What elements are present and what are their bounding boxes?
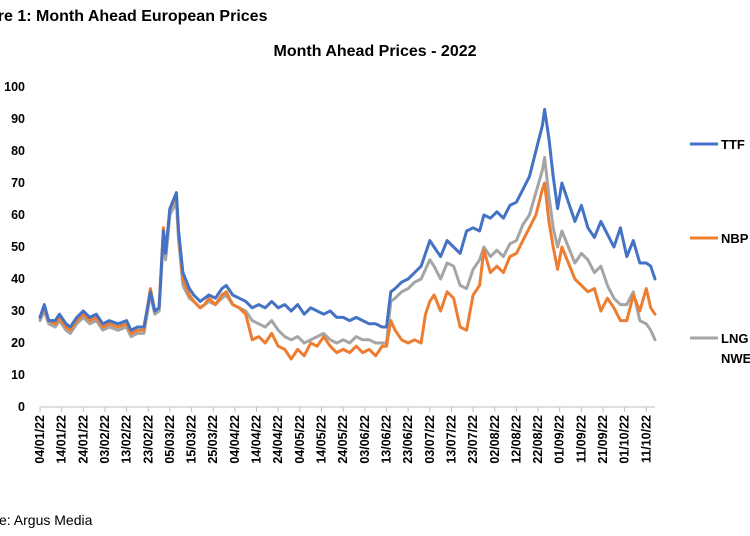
y-tick-label: 70	[11, 176, 25, 190]
x-tick-label: 23/02/22	[141, 415, 155, 464]
x-tick-label: 14/04/22	[250, 415, 264, 464]
x-tick-label: 14/05/22	[315, 415, 329, 464]
y-tick-label: 100	[4, 80, 25, 94]
y-tick-label: 30	[11, 304, 25, 318]
x-tick-label: 04/04/22	[228, 415, 242, 464]
x-tick-label: 11/10/22	[639, 415, 653, 463]
y-axis: 0 10 20 30 40 50 60 70 80 90 100	[4, 80, 25, 414]
x-tick-label: 15/03/22	[185, 415, 199, 464]
x-tick-label: 12/08/22	[509, 415, 523, 464]
x-tick-label: 24/04/22	[271, 415, 285, 464]
legend-label-nbp: NBP	[721, 231, 749, 246]
y-tick-label: 0	[18, 400, 25, 414]
chart-title: Month Ahead Prices - 2022	[273, 43, 476, 60]
x-tick-label: 11/09/22	[574, 415, 588, 463]
x-axis: 04/01/22 14/01/22 24/01/22 03/02/22 13/02/22…	[33, 406, 655, 464]
plot-area	[38, 107, 657, 361]
x-tick-label: 24/05/22	[336, 415, 350, 464]
legend-label-lng-nwe: NWE	[721, 351, 750, 366]
y-tick-label: 80	[11, 144, 25, 158]
legend-label-lng-nwe: LNG	[721, 331, 748, 346]
x-tick-label: 01/10/22	[618, 415, 632, 464]
x-tick-label: 21/09/22	[596, 415, 610, 464]
x-tick-label: 23/06/22	[401, 415, 415, 464]
series-line-ttf	[38, 107, 657, 332]
legend: TTF NBP LNG NWE	[690, 137, 750, 366]
x-tick-label: 01/09/22	[553, 415, 567, 464]
x-tick-label: 03/02/22	[98, 415, 112, 464]
figure-caption: ure 1: Month Ahead European Prices	[0, 8, 268, 25]
y-tick-label: 40	[11, 272, 25, 286]
y-tick-label: 50	[11, 240, 25, 254]
x-tick-label: 13/07/22	[444, 415, 458, 464]
x-tick-label: 25/03/22	[206, 415, 220, 464]
y-tick-label: 60	[11, 208, 25, 222]
x-tick-label: 23/07/22	[466, 415, 480, 464]
y-tick-label: 90	[11, 112, 25, 126]
source-note: ce: Argus Media	[0, 512, 93, 528]
x-tick-label: 05/03/22	[163, 415, 177, 464]
x-tick-label: 22/08/22	[531, 415, 545, 464]
x-tick-label: 04/01/22	[33, 415, 47, 464]
x-tick-label: 04/05/22	[293, 415, 307, 464]
legend-label-ttf: TTF	[721, 137, 745, 152]
series-line-nbp	[38, 181, 657, 361]
x-tick-label: 14/01/22	[55, 415, 69, 464]
x-tick-label: 24/01/22	[76, 415, 90, 464]
x-tick-label: 13/02/22	[120, 415, 134, 464]
y-tick-label: 10	[11, 368, 25, 382]
y-tick-label: 20	[11, 336, 25, 350]
x-tick-label: 02/08/22	[488, 415, 502, 464]
x-tick-label: 13/06/22	[379, 415, 393, 464]
x-tick-label: 03/07/22	[423, 415, 437, 464]
month-ahead-prices-chart: Month Ahead Prices - 2022 0 10 20 30 40 50 60 7…	[4, 43, 750, 464]
x-tick-label: 03/06/22	[358, 415, 372, 464]
